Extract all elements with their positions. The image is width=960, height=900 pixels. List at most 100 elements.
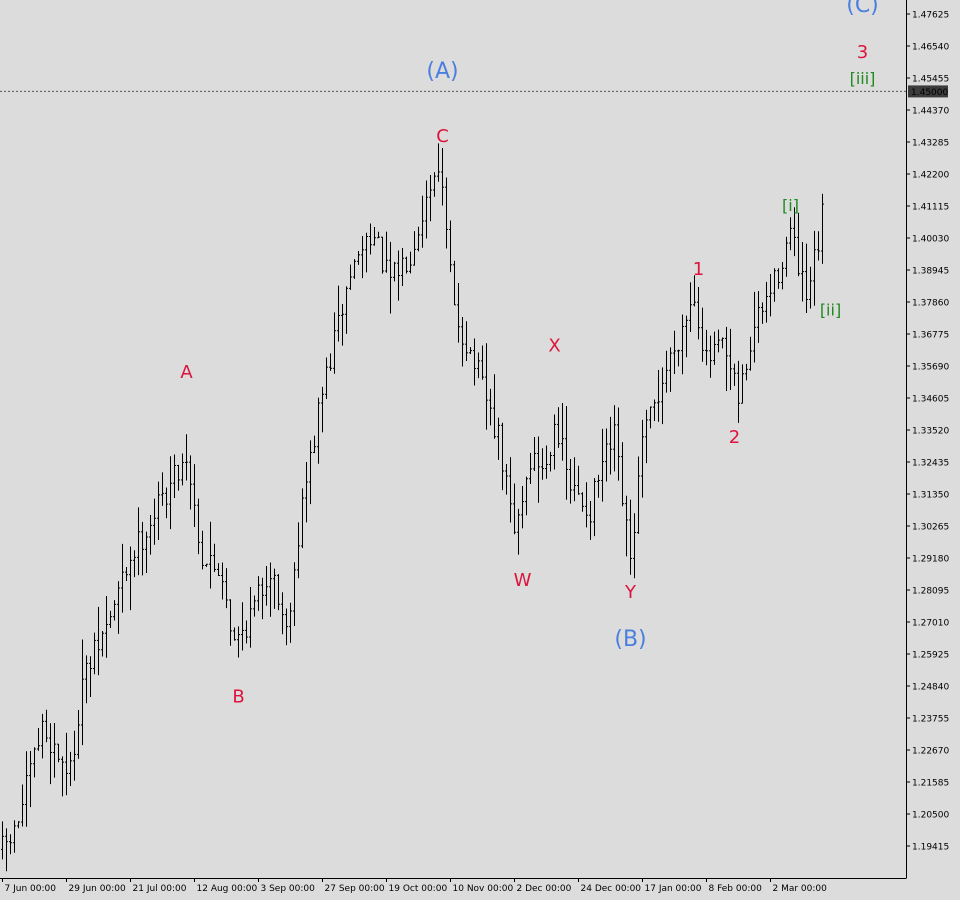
ohlc-bar [445,177,448,249]
ohlc-bar [673,330,676,375]
ohlc-bar [305,461,308,523]
ohlc-bar [437,143,440,182]
ohlc-bar [313,435,316,454]
ohlc-bar [1,821,4,860]
ohlc-bar [213,543,216,573]
ohlc-bar [681,314,684,375]
ohlc-bar [389,241,392,314]
ohlc-bar [89,656,92,697]
ohlc-bar [261,577,264,620]
x-tick-label: 29 Jun 00:00 [69,884,126,894]
ohlc-bar [33,747,36,778]
ohlc-bar [441,148,444,206]
ohlc-bar [505,464,508,495]
ohlc-bar [749,336,752,371]
ohlc-bar [653,399,656,422]
ohlc-bar [765,281,768,323]
ohlc-bar [113,600,116,621]
x-tick-label: 7 Jun 00:00 [5,884,57,894]
y-tick-label: 1.29180 [912,555,949,565]
y-tick-label: 1.33520 [912,427,949,437]
ohlc-bar [21,784,24,827]
y-tick-label: 1.19415 [912,843,949,853]
ohlc-bar [413,231,416,266]
x-tick-label: 27 Sep 00:00 [325,884,385,894]
ohlc-bar [781,262,784,290]
ohlc-bar [529,452,532,484]
ohlc-bar [301,488,304,549]
ohlc-bar [617,407,620,481]
ohlc-bar [345,286,348,334]
ohlc-bar [173,454,176,498]
ohlc-bar [333,312,336,374]
ohlc-bar [177,464,180,491]
ohlc-bar [241,602,244,651]
ohlc-bar [237,626,240,658]
wave-label: [i] [782,196,799,215]
wave-label: Y [624,582,637,603]
ohlc-bar [317,397,320,464]
ohlc-bar [273,568,276,609]
ohlc-bar [561,403,564,461]
ohlc-bar [637,456,640,534]
ohlc-bar [197,498,200,555]
ohlc-bar [293,562,296,627]
ohlc-bar [157,481,160,541]
y-tick-label: 1.25925 [912,651,949,661]
ohlc-bar [501,422,504,491]
ohlc-bar [605,428,608,482]
ohlc-bar [153,498,156,545]
ohlc-bar [61,756,64,797]
ohlc-bar [677,349,680,367]
x-tick-label: 3 Sep 00:00 [261,884,316,894]
ohlc-bar [205,563,208,567]
ohlc-bar [309,440,312,505]
ohlc-bar [585,482,588,528]
ohlc-bar [65,732,68,796]
ohlc-bar [233,627,236,641]
ohlc-bar [165,487,168,519]
ohlc-bar [741,364,744,404]
wave-label: [ii] [820,301,841,320]
ohlc-bar [349,264,352,290]
ohlc-bar [385,231,388,273]
y-tick-label: 1.27010 [912,619,949,629]
x-tick-label: 12 Aug 00:00 [197,884,258,894]
y-tick-label: 1.21585 [912,779,949,789]
ohlc-bar [769,273,772,317]
ohlc-bar [13,820,16,853]
ohlc-bar [533,437,536,472]
wave-label: C [436,126,449,147]
ohlc-bar [525,476,528,516]
y-tick-label: 1.37860 [912,299,949,309]
ohlc-bar [733,363,736,386]
wave-label: 3 [857,42,868,63]
ohlc-bar [129,546,132,611]
y-tick-label: 1.41115 [912,203,949,213]
ohlc-bar [285,608,288,646]
ohlc-bar [117,581,120,634]
ohlc-bar [109,610,112,629]
level-badge-label: 1.45000 [911,88,948,98]
ohlc-bar [817,231,820,261]
y-tick-label: 1.36775 [912,331,949,341]
y-tick-label: 1.34605 [912,395,949,405]
ohlc-bar [453,260,456,306]
ohlc-bar [581,492,584,512]
ohlc-bar [77,710,80,759]
ohlc-bar [509,457,512,523]
x-tick-label: 24 Dec 00:00 [581,884,642,894]
x-tick-label: 2 Mar 00:00 [773,884,828,894]
ohlc-bar [541,448,544,480]
ohlc-bar [189,455,192,510]
wave-label: (A) [426,59,458,84]
wave-labels: (A) C A B X W Y (B) 1 2 [i] [ii] (C) 3 [iii] [180,0,878,708]
ohlc-bar [489,388,492,426]
ohlc-bar [145,531,148,574]
y-tick-label: 1.46540 [912,43,949,53]
wave-label: (C) [846,0,879,18]
